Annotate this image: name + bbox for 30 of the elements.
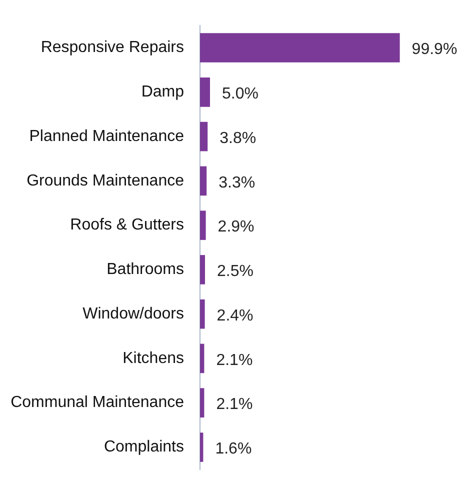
y-tick-label: Communal Maintenance — [10, 394, 184, 412]
bar — [200, 210, 206, 240]
data-label: 3.8% — [220, 130, 256, 147]
y-tick-label: Roofs & Gutters — [70, 216, 184, 234]
y-tick-label: Planned Maintenance — [29, 128, 184, 145]
data-label: 2.9% — [218, 218, 254, 236]
bar — [200, 432, 204, 462]
data-label: 99.9% — [412, 41, 458, 58]
y-tick-label: Window/doors — [82, 305, 184, 322]
y-tick-label: Complaints — [104, 438, 184, 456]
y-tick-label: Grounds Maintenance — [26, 172, 184, 190]
data-label: 2.1% — [216, 396, 253, 414]
bar — [200, 299, 205, 329]
bar — [200, 344, 204, 374]
data-label: 2.4% — [216, 307, 254, 324]
y-tick-label: Kitchens — [122, 350, 184, 367]
bar — [200, 166, 207, 196]
data-label: 1.6% — [215, 440, 252, 458]
data-label: 3.3% — [218, 174, 256, 192]
data-label: 2.5% — [217, 263, 254, 280]
bar — [200, 78, 210, 107]
y-tick-label: Responsive Repairs — [40, 39, 184, 56]
data-label: 2.1% — [216, 352, 253, 369]
bar — [200, 388, 204, 418]
y-tick-label: Damp — [141, 84, 184, 101]
bar — [200, 122, 208, 152]
y-tick-label: Bathrooms — [106, 261, 184, 278]
bar — [200, 255, 205, 284]
bar — [200, 33, 400, 62]
data-label: 5.0% — [222, 86, 258, 103]
